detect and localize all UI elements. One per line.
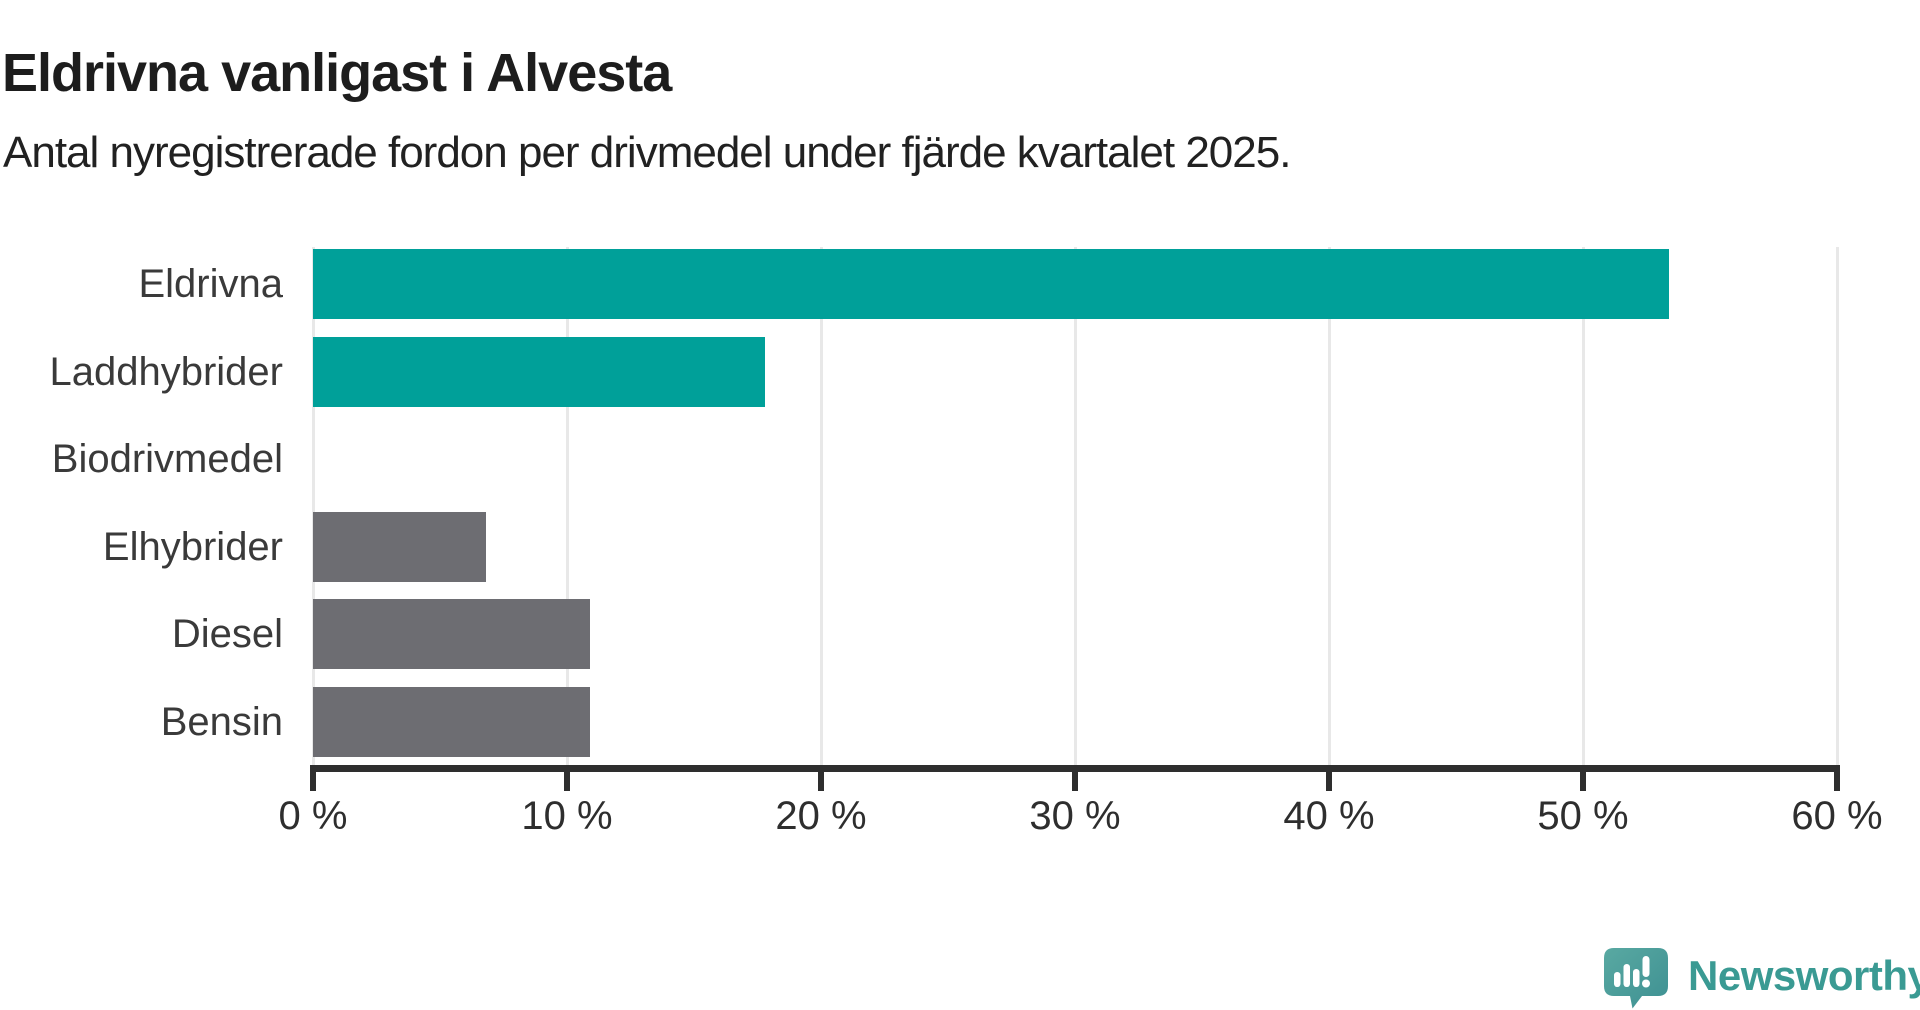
x-tick-label: 20 % [775, 794, 867, 838]
x-axis-tick [818, 765, 824, 791]
x-tick-label: 30 % [1029, 794, 1121, 838]
x-axis-tick [310, 765, 316, 791]
page-title: Eldrivna vanligast i Alvesta [2, 43, 672, 104]
bar [313, 599, 590, 670]
x-tick-label: 50 % [1537, 794, 1629, 838]
x-axis-tick [1326, 765, 1332, 791]
newsworthy-wordmark: Newsworthy [1688, 952, 1920, 999]
bar [313, 687, 590, 757]
gridline [1327, 247, 1331, 765]
chart-subtitle: Antal nyregistrerade fordon per drivmede… [3, 128, 1291, 177]
gridline [1073, 247, 1077, 765]
x-axis-tick [1580, 765, 1586, 791]
bar [313, 511, 486, 582]
x-axis-tick [1072, 765, 1078, 791]
category-label: Elhybrider [102, 524, 283, 569]
gridline [565, 247, 569, 765]
x-axis-tick [564, 765, 570, 791]
newsworthy-logo-icon [1604, 948, 1668, 1009]
bar [313, 249, 1670, 319]
category-label: Bensin [160, 700, 283, 744]
x-tick-label: 60 % [1791, 794, 1883, 838]
category-label: Biodrivmedel [51, 437, 283, 482]
x-tick-label: 10 % [521, 794, 613, 838]
category-label: Diesel [171, 612, 283, 657]
bar [313, 336, 766, 407]
gridline [311, 247, 315, 765]
gridline [1835, 247, 1839, 765]
x-tick-label: 0 % [278, 794, 348, 838]
category-label: Laddhybrider [49, 349, 284, 394]
newsworthy-logo: Newsworthy [1604, 948, 1920, 1010]
gridline [819, 247, 823, 765]
category-label: Eldrivna [138, 262, 283, 306]
x-tick-label: 40 % [1283, 794, 1375, 838]
gridline [1581, 247, 1585, 765]
x-axis-tick [1834, 765, 1840, 791]
